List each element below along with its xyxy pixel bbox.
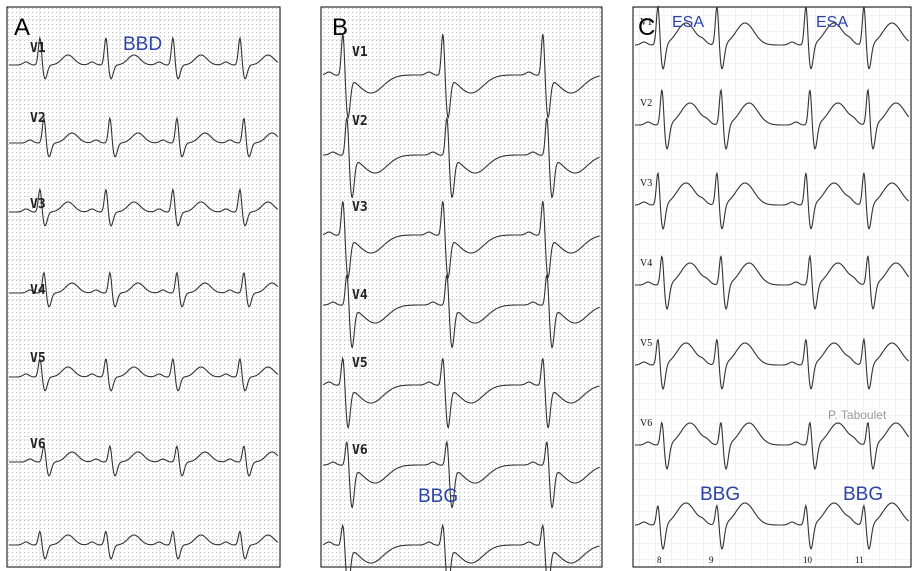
ecg-trace (634, 502, 910, 551)
credit: P. Taboulet (828, 408, 887, 422)
lead-label: V1 (352, 45, 368, 60)
ecg-trace (9, 444, 279, 477)
lead-label: V4 (640, 258, 652, 269)
annotation: BBG (700, 484, 740, 505)
lead-label: V1 (30, 41, 46, 56)
annotation: ESA (672, 14, 704, 31)
time-mark: 10 (803, 555, 813, 565)
ecg-trace (9, 116, 279, 158)
lead-label: V6 (352, 443, 368, 458)
panel-b: B BBG (320, 6, 603, 571)
ecg-traces (322, 33, 600, 571)
panel-letter: A (14, 14, 30, 41)
ecg-trace (9, 357, 279, 392)
ecg-trace (634, 337, 910, 391)
ecg-trace (322, 356, 600, 430)
annotation: ESA (816, 14, 848, 31)
panel-frame (632, 6, 912, 568)
ecg-trace (634, 171, 910, 231)
ecg-trace (322, 200, 600, 280)
ecg-trace (323, 273, 600, 349)
ecg-trace (634, 4, 910, 71)
lead-label: V3 (352, 200, 368, 215)
lead-label: V2 (640, 98, 652, 109)
ecg-trace (323, 117, 600, 199)
time-mark: 11 (855, 555, 864, 565)
lead-label: V5 (352, 356, 368, 371)
time-mark: 8 (657, 555, 662, 565)
lead-label: V2 (352, 114, 368, 129)
lead-label: V3 (30, 197, 46, 212)
lead-label: V6 (30, 437, 46, 452)
ecg-trace (9, 36, 279, 80)
panel-c: C ESA ESA BBG BBG P. Taboulet 8 9 10 11 (632, 4, 912, 568)
lead-label: V4 (352, 288, 368, 303)
ecg-trace (323, 440, 600, 509)
ecg-trace (9, 270, 279, 308)
panel-letter: B (332, 14, 348, 41)
ecg-traces (634, 4, 910, 551)
lead-label: V2 (30, 111, 46, 126)
lead-label: V4 (30, 283, 46, 298)
ecg-trace (9, 530, 279, 560)
lead-label: V5 (640, 338, 652, 349)
lead-label: V1 (640, 17, 652, 28)
lead-label: V6 (640, 418, 652, 429)
lead-labels: V1 V2 V3 V4 V5 V6 V1 V2 V3 V4 V5 V6 V1 V2 V3 V4 V5 V6 (30, 17, 652, 458)
annotation: BBD (123, 34, 162, 55)
ecg-trace (9, 187, 279, 227)
panel-frame (320, 6, 603, 568)
panel-a: A BBD (6, 6, 281, 568)
time-mark: 9 (709, 555, 714, 565)
annotation: BBG (418, 486, 458, 507)
ecg-trace (322, 523, 600, 571)
panel-letter: C (638, 14, 655, 41)
annotation: BBG (843, 484, 883, 505)
ecg-trace (635, 88, 910, 151)
ecg-trace (635, 254, 910, 311)
lead-label: V3 (640, 178, 652, 189)
lead-label: V5 (30, 351, 46, 366)
ecg-trace (635, 421, 910, 471)
ecg-trace (322, 33, 600, 120)
ecg-traces (9, 36, 279, 560)
